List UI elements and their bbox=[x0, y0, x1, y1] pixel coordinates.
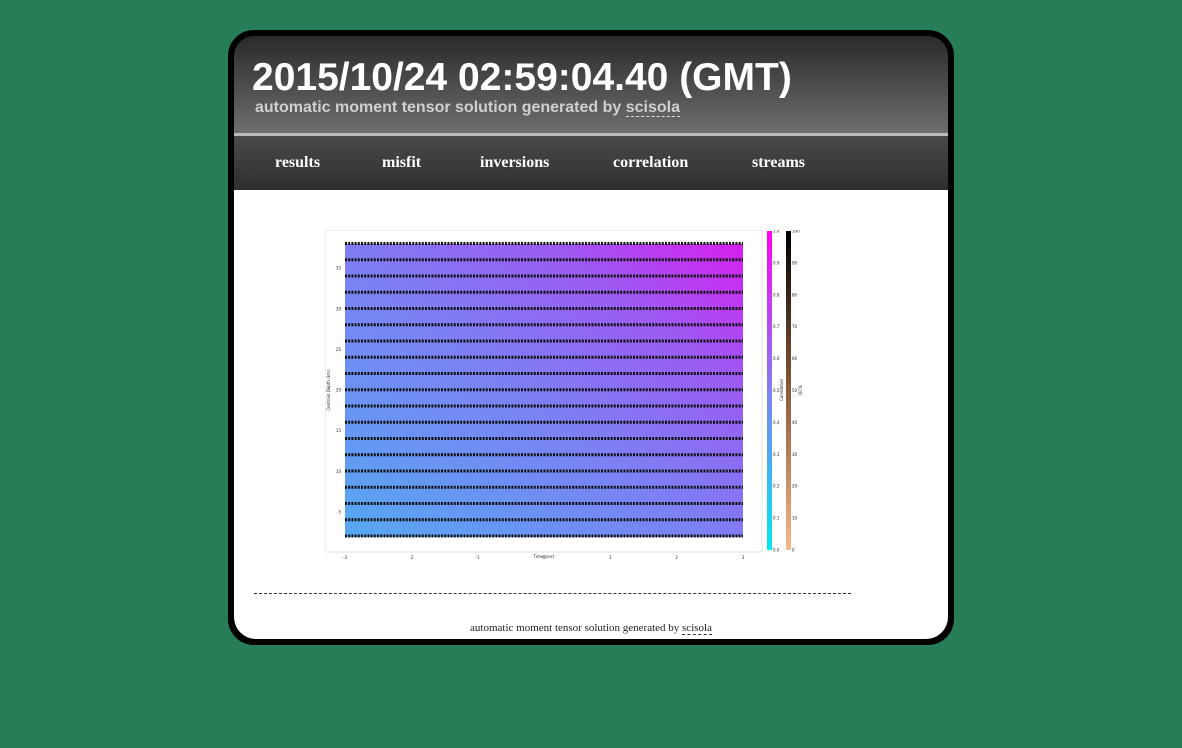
x-tick-label: -1 bbox=[476, 555, 480, 560]
y-tick-label: 30 bbox=[336, 306, 342, 311]
colorbar-tick: 90 bbox=[792, 260, 798, 265]
colorbar-tick: 10 bbox=[792, 516, 798, 521]
colorbar-tick: 0.9 bbox=[773, 260, 780, 265]
nav-link[interactable]: streams bbox=[752, 154, 806, 171]
x-tick-label: -3 bbox=[343, 555, 347, 560]
colorbar-tick: 0 bbox=[792, 548, 795, 553]
nav-link[interactable]: misfit bbox=[382, 154, 422, 171]
colorbar-tick: 60 bbox=[792, 356, 798, 361]
subtitle-text: automatic moment tensor solution generat… bbox=[255, 99, 622, 116]
nav-link[interactable]: results bbox=[275, 154, 321, 171]
y-tick-label: 35 bbox=[336, 266, 342, 271]
y-tick-label: 10 bbox=[336, 469, 342, 474]
content: -3 -2 -1 0 1 2 3 5 10 15 20 25 30 35 Time (sec) Centroi… bbox=[234, 190, 948, 639]
footer: automatic moment tensor solution generat… bbox=[234, 622, 948, 635]
colorbar-tick: 50 bbox=[792, 388, 798, 393]
colorbar-tick: 0.8 bbox=[773, 292, 780, 297]
colorbar-tick: 0.6 bbox=[773, 356, 780, 361]
divider bbox=[254, 593, 851, 594]
footer-text: automatic moment tensor solution generat… bbox=[470, 622, 680, 634]
colorbar-tick: 40 bbox=[792, 420, 798, 425]
colorbar-tick: 0.5 bbox=[773, 388, 780, 393]
nav-link[interactable]: correlation bbox=[613, 154, 689, 171]
colorbar-tick: 0.3 bbox=[773, 452, 780, 457]
colorbar-dc bbox=[786, 231, 791, 550]
x-tick-label: 0 bbox=[543, 555, 546, 560]
colorbar-tick: 0.2 bbox=[773, 484, 780, 489]
x-tick-label: -2 bbox=[409, 555, 413, 560]
colorbar-tick: 0.7 bbox=[773, 324, 780, 329]
subtitle: automatic moment tensor solution generat… bbox=[255, 99, 680, 117]
colorbar-tick: 20 bbox=[792, 484, 798, 489]
header: 2015/10/24 02:59:04.40 (GMT) automatic m… bbox=[234, 36, 948, 136]
colorbar-tick: 80 bbox=[792, 292, 798, 297]
x-tick-label: 3 bbox=[742, 555, 745, 560]
x-axis-label: Time (sec) bbox=[533, 554, 555, 559]
colorbar-correlation bbox=[767, 231, 772, 550]
colorbar-tick: 0.1 bbox=[773, 516, 780, 521]
colorbar-tick: 70 bbox=[792, 324, 798, 329]
colorbar-tick: 100 bbox=[792, 230, 800, 234]
colorbar-tick: 30 bbox=[792, 452, 798, 457]
colorbar-tick: 0.0 bbox=[773, 548, 780, 553]
nav-bar: results misfit inversions correlation stream… bbox=[234, 136, 948, 190]
page-card: 2015/10/24 02:59:04.40 (GMT) automatic m… bbox=[228, 30, 954, 645]
colorbar-label: Correlation bbox=[779, 379, 784, 402]
nav-link[interactable]: inversions bbox=[480, 154, 550, 171]
y-tick-label: 5 bbox=[338, 510, 341, 515]
x-tick-label: 2 bbox=[675, 555, 678, 560]
y-tick-label: 15 bbox=[336, 428, 342, 433]
colorbar-tick: 0.4 bbox=[773, 420, 780, 425]
footer-link[interactable]: scisola bbox=[682, 622, 712, 635]
colorbar-tick: 1.0 bbox=[773, 230, 780, 234]
y-tick-label: 25 bbox=[336, 347, 342, 352]
y-tick-label: 20 bbox=[336, 388, 342, 393]
title: 2015/10/24 02:59:04.40 (GMT) bbox=[252, 56, 792, 99]
subtitle-link[interactable]: scisola bbox=[625, 99, 680, 117]
y-axis-label: Centroid Depth (km) bbox=[326, 369, 331, 411]
x-tick-label: 1 bbox=[609, 555, 612, 560]
colorbar-label: DC% bbox=[798, 385, 803, 395]
